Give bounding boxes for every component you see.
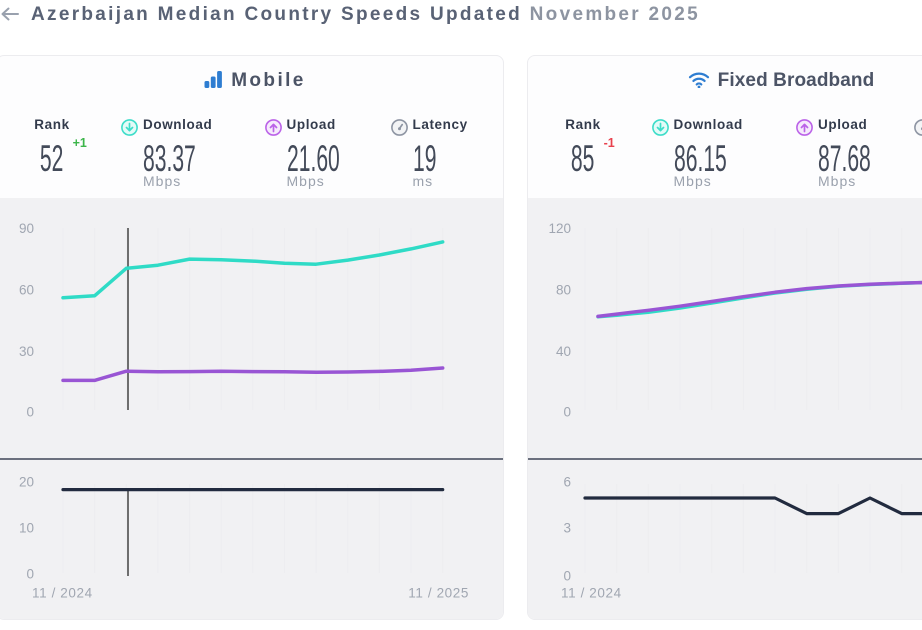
svg-text:10: 10 <box>19 521 34 536</box>
svg-text:120: 120 <box>548 221 571 236</box>
svg-text:80: 80 <box>556 283 571 298</box>
svg-text:0: 0 <box>26 405 34 420</box>
svg-text:20: 20 <box>19 475 34 490</box>
svg-text:30: 30 <box>19 344 34 359</box>
svg-text:40: 40 <box>556 344 571 359</box>
svg-text:0: 0 <box>563 405 571 420</box>
svg-text:0: 0 <box>563 569 571 584</box>
svg-text:11 / 2024: 11 / 2024 <box>32 586 93 601</box>
svg-text:3: 3 <box>563 521 571 536</box>
svg-text:0: 0 <box>26 567 34 582</box>
svg-text:60: 60 <box>19 283 34 298</box>
svg-text:11 / 2024: 11 / 2024 <box>561 586 622 601</box>
svg-text:11 / 2025: 11 / 2025 <box>408 586 469 601</box>
svg-text:90: 90 <box>19 221 34 236</box>
svg-text:6: 6 <box>563 475 571 490</box>
